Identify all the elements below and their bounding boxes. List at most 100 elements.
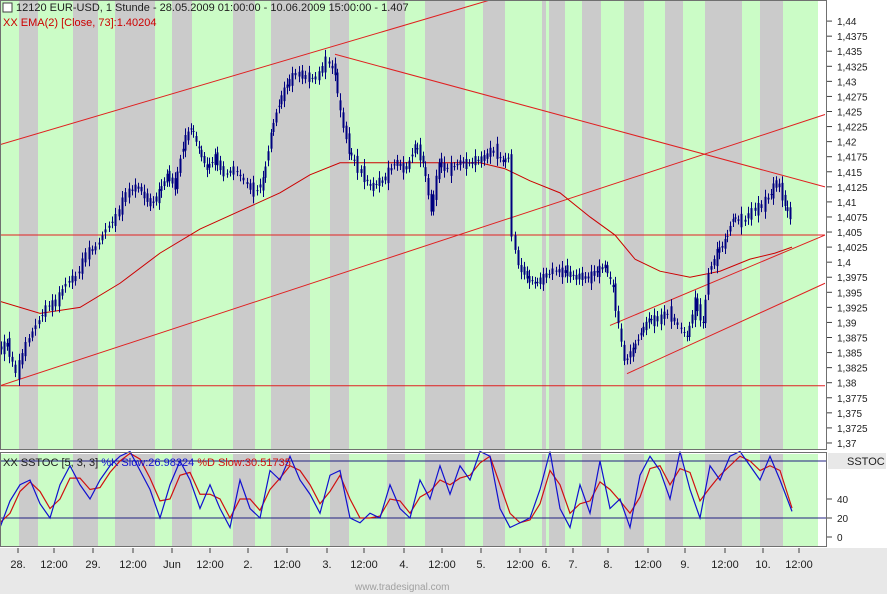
candle-body — [713, 259, 716, 266]
y-tick-label: 1,385 — [837, 349, 862, 360]
session-band-stoch — [172, 454, 192, 547]
candle-body — [411, 154, 414, 157]
session-band — [683, 1, 705, 449]
candle-body — [18, 360, 21, 380]
candle-body — [61, 289, 64, 296]
x-tick-label: 9. — [680, 559, 689, 571]
candle-body — [707, 273, 710, 295]
session-bands-main — [0, 1, 818, 449]
y-tick-label: 1,3725 — [837, 424, 868, 435]
candle-body — [564, 270, 567, 273]
session-band — [783, 1, 818, 449]
candle-body — [384, 176, 387, 181]
candle-body — [339, 100, 342, 111]
y-tick-label: 1,4025 — [837, 243, 868, 254]
x-tick-label: 12:00 — [196, 559, 224, 571]
stoch-header: XX SSTOC [5, 3, 3] %K Slow:26.98324 %D S… — [3, 453, 886, 469]
candle-body — [510, 154, 513, 237]
time-axis-bg — [0, 548, 887, 594]
y-tick-label: 1,415 — [837, 168, 862, 179]
candle-body — [623, 344, 626, 361]
candle-body — [648, 318, 651, 323]
y-tick-label: 1,3775 — [837, 394, 868, 405]
candle-body — [114, 214, 117, 226]
candle-body — [634, 343, 637, 350]
candle-body — [137, 186, 140, 189]
candle-body — [477, 159, 480, 162]
candle-body — [764, 196, 767, 212]
candle-body — [131, 189, 134, 191]
candle-body — [596, 271, 599, 273]
candle-body — [520, 265, 523, 273]
candle-body — [168, 170, 171, 182]
session-band — [582, 1, 601, 449]
session-band-stoch — [760, 454, 783, 547]
candle-body — [548, 273, 551, 275]
candle-body — [414, 144, 417, 154]
candle-body — [754, 207, 757, 211]
stoch-tick-label: 20 — [837, 514, 849, 525]
price-axis-bg — [827, 0, 887, 450]
candle-body — [772, 183, 775, 199]
candle-body — [0, 346, 3, 350]
candle-body — [34, 325, 37, 330]
candle-body — [28, 338, 31, 343]
candle-body — [318, 71, 321, 81]
candle-body — [262, 177, 265, 191]
candle-body — [629, 351, 632, 358]
candle-body — [171, 177, 174, 184]
candle-body — [666, 313, 669, 315]
session-band — [760, 1, 783, 449]
candle-body — [38, 320, 41, 325]
session-band-stoch — [483, 454, 505, 547]
session-band — [73, 1, 98, 449]
session-band-stoch — [255, 454, 271, 547]
candle-body — [459, 160, 462, 166]
candle-body — [427, 178, 430, 196]
candle-body — [572, 274, 575, 276]
candle-body — [198, 146, 201, 149]
session-band-stoch — [644, 454, 665, 547]
candle-body — [536, 281, 539, 283]
candle-body — [336, 72, 339, 94]
candle-body — [750, 208, 753, 220]
candle-body — [387, 167, 390, 184]
y-tick-label: 1,425 — [837, 107, 862, 118]
candle-body — [3, 341, 6, 355]
candle-body — [321, 66, 324, 73]
candle-body — [590, 271, 593, 284]
candle-body — [226, 173, 229, 175]
y-tick-label: 1,4 — [837, 258, 851, 269]
candle-body — [539, 277, 542, 285]
candle-body — [614, 283, 617, 311]
y-tick-label: 1,4225 — [837, 123, 868, 134]
price-panel-frame — [0, 0, 827, 450]
session-band-stoch — [705, 454, 742, 547]
candle-body — [688, 325, 691, 338]
candle-body — [350, 152, 353, 156]
session-band — [38, 1, 73, 449]
candle-body — [402, 163, 405, 173]
candle-body — [232, 166, 235, 175]
candle-body — [499, 157, 502, 159]
candle-body — [195, 136, 198, 142]
candle-body — [342, 112, 345, 128]
candle-body — [781, 182, 784, 201]
session-band — [387, 1, 405, 449]
candle-body — [283, 87, 286, 102]
session-band — [624, 1, 644, 449]
candle-body — [44, 305, 47, 317]
candle-body — [694, 297, 697, 321]
candle-body — [174, 178, 177, 190]
candle-body — [465, 158, 468, 169]
candle-body — [259, 184, 262, 188]
candle-body — [163, 181, 166, 187]
candle-body — [200, 149, 203, 158]
session-band — [310, 1, 330, 449]
session-band-stoch — [624, 454, 644, 547]
candle-body — [604, 264, 607, 269]
candle-body — [716, 248, 719, 267]
x-tick-label: 4. — [399, 559, 408, 571]
candle-body — [375, 184, 378, 186]
candle-body — [314, 76, 317, 80]
